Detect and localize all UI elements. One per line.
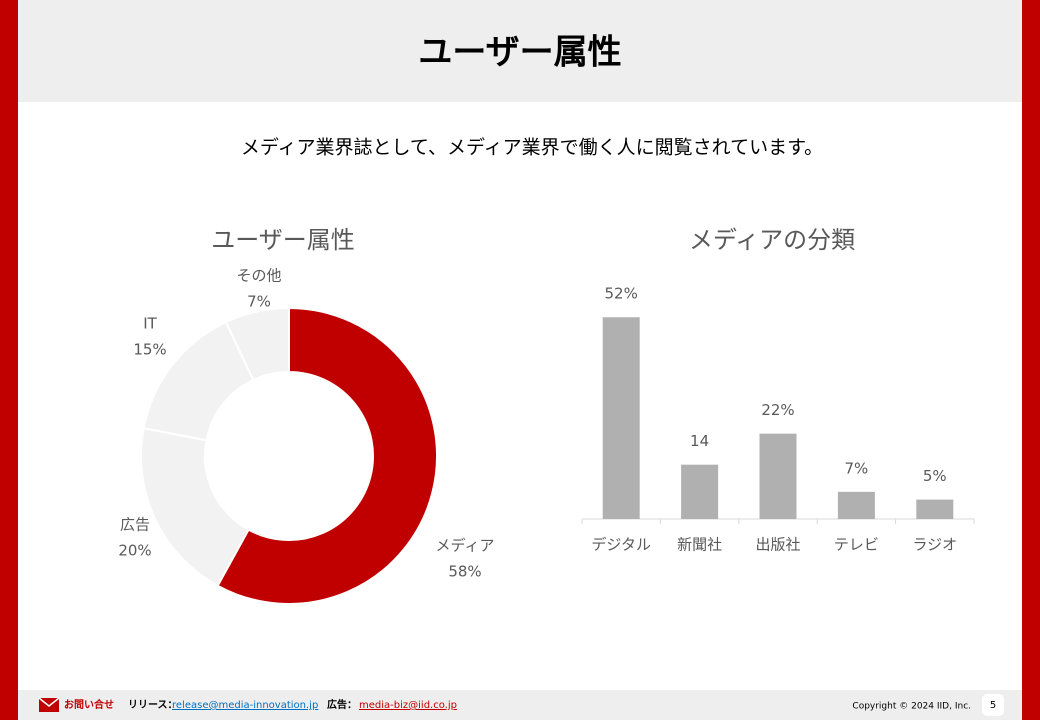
chart-title: メディアの分類 [689, 226, 855, 254]
x-tick-label: デジタル [591, 536, 651, 554]
side-bar [0, 0, 18, 720]
footer-band [18, 690, 1022, 720]
bar-value-label: 14 [690, 432, 709, 450]
x-tick-label: 出版社 [755, 536, 800, 554]
bar [681, 464, 719, 519]
lead-text: メディア業界誌として、メディア業界で働く人に閲覧されています。 [241, 137, 823, 159]
x-tick-label: テレビ [834, 536, 879, 554]
slice-label: メディア [436, 537, 495, 555]
bar-value-label: 52% [605, 285, 638, 303]
slice-label: その他 [236, 267, 281, 285]
bar [916, 499, 954, 519]
slice-value: 15% [133, 341, 166, 359]
release-email[interactable]: release@media-innovation.jp [172, 700, 318, 711]
page-number: 5 [990, 700, 996, 711]
header-band [18, 0, 1022, 102]
bar [602, 317, 640, 519]
ad-label: 広告： [327, 698, 357, 711]
x-tick-label: 新聞社 [677, 536, 722, 554]
page-title: ユーザー属性 [418, 33, 621, 73]
chart-title: ユーザー属性 [211, 226, 355, 254]
bar-value-label: 7% [845, 459, 869, 477]
slice-label: 広告 [120, 516, 150, 534]
bar-value-label: 22% [761, 401, 794, 419]
bar-value-label: 5% [923, 467, 947, 485]
release-label: リリース： [128, 699, 178, 711]
slice-value: 20% [118, 542, 151, 560]
side-bar [1022, 0, 1040, 720]
ad-email[interactable]: media-biz@iid.co.jp [359, 700, 457, 711]
slice-label: IT [143, 315, 157, 333]
slice-value: 58% [448, 563, 481, 581]
x-tick-label: ラジオ [912, 536, 957, 554]
pie-slice [140, 427, 250, 588]
bar [759, 433, 797, 519]
contact-label: お問い合せ [64, 698, 114, 711]
bar [837, 491, 875, 519]
page-badge [982, 694, 1004, 716]
pie-slice [224, 306, 290, 382]
copyright: Copyright © 2024 IID, Inc. [852, 702, 971, 712]
mail-icon-flap [38, 697, 60, 707]
slice-value: 7% [247, 293, 271, 311]
pie-slice [216, 306, 438, 605]
